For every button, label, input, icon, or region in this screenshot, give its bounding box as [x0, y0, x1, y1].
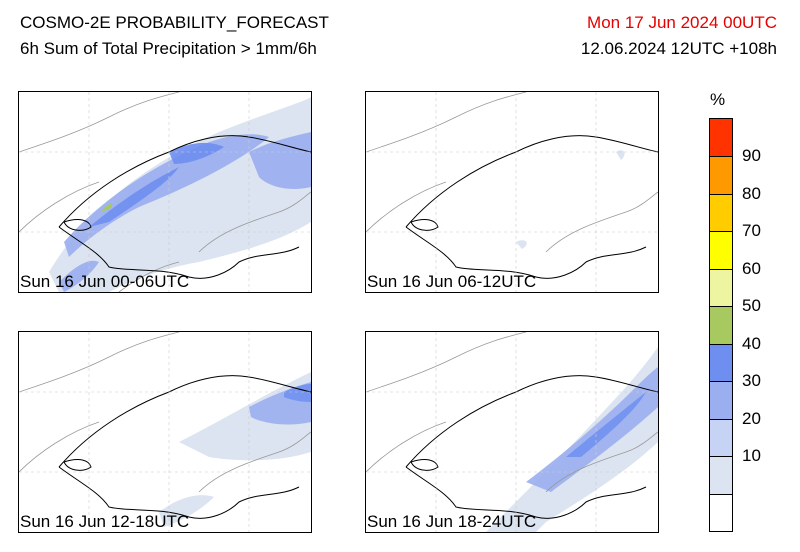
legend-color-segment: [710, 456, 732, 494]
legend-color-segment: [710, 231, 732, 269]
map-panel-3: Sun 16 Jun 12-18UTC: [18, 331, 312, 533]
legend-color-segment: [710, 381, 732, 419]
legend-tick-label: 50: [742, 296, 761, 316]
legend-color-segment: [710, 193, 732, 232]
legend-tick-label: 80: [742, 183, 761, 203]
map-panel-2-svg: [366, 92, 658, 292]
legend-tick-label: 30: [742, 371, 761, 391]
legend-color-segment: [710, 306, 732, 344]
legend-color-segment: [710, 119, 732, 157]
valid-time: Mon 17 Jun 2024 00UTC: [587, 13, 777, 32]
map-panel-3-svg: [19, 332, 311, 532]
map-panel-2: Sun 16 Jun 06-12UTC: [365, 91, 659, 293]
legend-tick-label: 10: [742, 446, 761, 466]
panel-4-label: Sun 16 Jun 18-24UTC: [367, 512, 537, 531]
legend-tick-label: 20: [742, 408, 761, 428]
legend-tick-label: 60: [742, 258, 761, 278]
legend-tick-label: 70: [742, 221, 761, 241]
init-time: 12.06.2024 12UTC +108h: [580, 39, 777, 58]
legend-tick-label: 40: [742, 333, 761, 353]
panel-1-label: Sun 16 Jun 00-06UTC: [20, 272, 190, 291]
map-panel-4: Sun 16 Jun 18-24UTC: [365, 331, 659, 533]
chart-subtitle: 6h Sum of Total Precipitation > 1mm/6h: [20, 39, 317, 58]
legend-color-segment: [710, 268, 732, 307]
map-panel-1: Sun 16 Jun 00-06UTC: [18, 91, 312, 293]
chart-title: COSMO-2E PROBABILITY_FORECAST: [20, 13, 329, 32]
map-panel-4-svg: [366, 332, 658, 532]
legend-tick-label: 90: [742, 146, 761, 166]
legend-color-segment: [710, 343, 732, 382]
panel-3-label: Sun 16 Jun 12-18UTC: [20, 512, 190, 531]
legend-color-segment: [710, 156, 732, 194]
legend-colorbar: [709, 118, 733, 532]
legend-unit: %: [710, 90, 726, 109]
legend-color-segment: [710, 418, 732, 457]
legend-color-segment: [710, 493, 732, 531]
panel-2-label: Sun 16 Jun 06-12UTC: [367, 272, 537, 291]
map-panel-1-svg: [19, 92, 311, 292]
